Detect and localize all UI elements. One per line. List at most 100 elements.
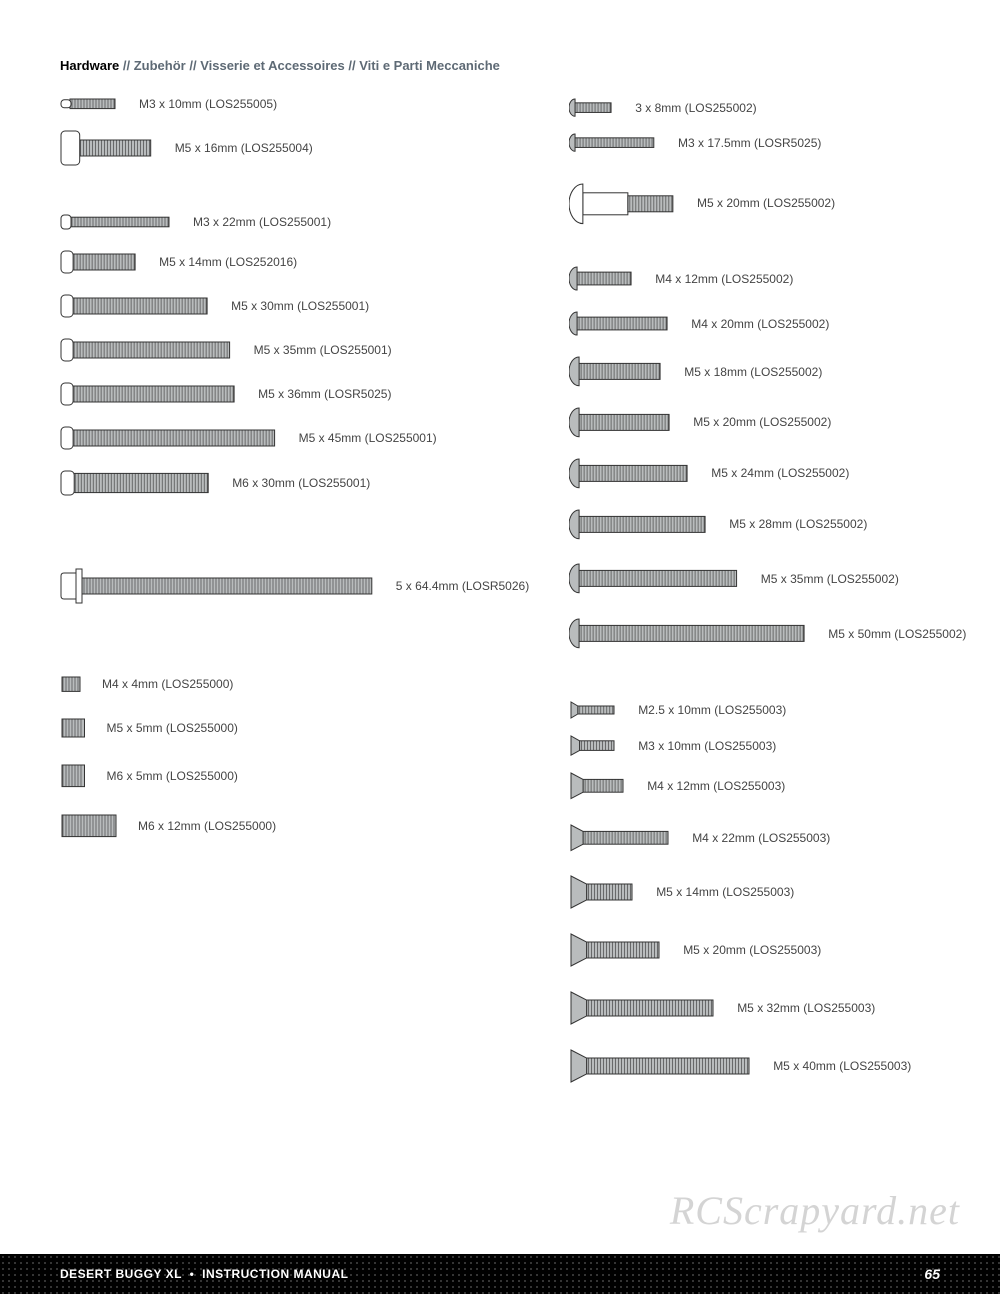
hardware-label: M5 x 20mm (LOS255002) — [693, 415, 831, 429]
hardware-label: M3 x 17.5mm (LOSR5025) — [678, 136, 821, 150]
screw-icon — [569, 734, 618, 757]
page-number: 65 — [924, 1266, 940, 1282]
hardware-row: M5 x 20mm (LOS255002) — [569, 406, 966, 439]
hardware-label: 3 x 8mm (LOS255002) — [635, 101, 756, 115]
hardware-row: M5 x 45mm (LOS255001) — [60, 425, 529, 451]
screw-icon — [60, 469, 212, 497]
hardware-row: M5 x 35mm (LOS255002) — [569, 562, 966, 595]
title-separator: // — [123, 58, 134, 73]
screw-icon — [60, 717, 87, 739]
footer-doc: INSTRUCTION MANUAL — [202, 1267, 348, 1281]
hardware-row: M5 x 28mm (LOS255002) — [569, 508, 966, 541]
screw-icon — [569, 457, 691, 490]
hardware-row: M6 x 30mm (LOS255001) — [60, 469, 529, 497]
hardware-row: M6 x 12mm (LOS255000) — [60, 813, 529, 839]
screw-icon — [569, 617, 808, 650]
hardware-row: M2.5 x 10mm (LOS255003) — [569, 700, 966, 720]
hardware-row: 3 x 8mm (LOS255002) — [569, 97, 966, 118]
hardware-row: 5 x 64.4mm (LOSR5026) — [60, 567, 529, 605]
hardware-row: M5 x 5mm (LOS255000) — [60, 717, 529, 739]
hardware-label: M2.5 x 10mm (LOS255003) — [638, 703, 786, 717]
hardware-label: M3 x 10mm (LOS255003) — [638, 739, 776, 753]
hardware-label: M5 x 30mm (LOS255001) — [231, 299, 369, 313]
screw-icon — [60, 813, 118, 839]
title-separator: // — [189, 58, 200, 73]
hardware-row: M5 x 32mm (LOS255003) — [569, 990, 966, 1026]
hardware-row: M6 x 5mm (LOS255000) — [60, 763, 529, 789]
hardware-label: M6 x 12mm (LOS255000) — [138, 819, 276, 833]
hardware-label: M5 x 40mm (LOS255003) — [773, 1059, 911, 1073]
hardware-row: M3 x 17.5mm (LOSR5025) — [569, 132, 966, 153]
screw-icon — [60, 249, 139, 275]
hardware-label: M5 x 20mm (LOS255002) — [697, 196, 835, 210]
screw-icon — [569, 700, 618, 720]
screw-icon — [569, 310, 671, 337]
hardware-label: M6 x 30mm (LOS255001) — [232, 476, 370, 490]
hardware-label: M5 x 32mm (LOS255003) — [737, 1001, 875, 1015]
hardware-label: M5 x 16mm (LOS255004) — [175, 141, 313, 155]
hardware-row: M5 x 14mm (LOS252016) — [60, 249, 529, 275]
title-alt1: Zubehör — [134, 58, 186, 73]
hardware-row: M5 x 20mm (LOS255002) — [569, 182, 966, 226]
hardware-row: M4 x 12mm (LOS255002) — [569, 265, 966, 292]
hardware-row: M5 x 30mm (LOS255001) — [60, 293, 529, 319]
screw-icon — [569, 355, 664, 388]
screw-icon — [60, 425, 279, 451]
hardware-label: M5 x 20mm (LOS255003) — [683, 943, 821, 957]
hardware-row: M5 x 40mm (LOS255003) — [569, 1048, 966, 1084]
hardware-row: M5 x 16mm (LOS255004) — [60, 129, 529, 167]
screw-icon — [569, 874, 636, 910]
hardware-label: M5 x 14mm (LOS252016) — [159, 255, 297, 269]
screw-icon — [60, 213, 173, 231]
screw-icon — [569, 265, 635, 292]
screw-icon — [569, 406, 673, 439]
hardware-row: M5 x 24mm (LOS255002) — [569, 457, 966, 490]
hardware-label: 5 x 64.4mm (LOSR5026) — [396, 579, 529, 593]
screw-icon — [569, 771, 627, 801]
screw-icon — [60, 129, 155, 167]
hardware-label: M5 x 28mm (LOS255002) — [729, 517, 867, 531]
screw-icon — [569, 1048, 753, 1084]
hardware-row: M4 x 20mm (LOS255002) — [569, 310, 966, 337]
title-alt3: Viti e Parti Meccaniche — [359, 58, 500, 73]
hardware-label: M4 x 4mm (LOS255000) — [102, 677, 233, 691]
hardware-label: M4 x 22mm (LOS255003) — [692, 831, 830, 845]
hardware-row: M5 x 36mm (LOSR5025) — [60, 381, 529, 407]
screw-icon — [569, 823, 672, 853]
screw-icon — [569, 182, 677, 226]
screw-icon — [569, 97, 615, 118]
screw-icon — [60, 381, 238, 407]
watermark: RCScrapyard.net — [670, 1187, 960, 1234]
hardware-column-right: 3 x 8mm (LOS255002) M3 x 17.5mm (LOSR502… — [569, 97, 966, 1106]
hardware-row: M4 x 4mm (LOS255000) — [60, 675, 529, 693]
hardware-row: M5 x 18mm (LOS255002) — [569, 355, 966, 388]
footer-product: DESERT BUGGY XL — [60, 1267, 182, 1281]
title-separator: // — [348, 58, 359, 73]
hardware-row: M5 x 50mm (LOS255002) — [569, 617, 966, 650]
page-footer: DESERT BUGGY XL • INSTRUCTION MANUAL 65 — [0, 1254, 1000, 1294]
hardware-label: M6 x 5mm (LOS255000) — [107, 769, 238, 783]
screw-icon — [60, 293, 211, 319]
hardware-row: M4 x 22mm (LOS255003) — [569, 823, 966, 853]
hardware-row: M3 x 10mm (LOS255003) — [569, 734, 966, 757]
hardware-row: M5 x 20mm (LOS255003) — [569, 932, 966, 968]
hardware-label: M5 x 35mm (LOS255002) — [761, 572, 899, 586]
hardware-row: M5 x 14mm (LOS255003) — [569, 874, 966, 910]
screw-icon — [569, 990, 717, 1026]
screw-icon — [569, 508, 709, 541]
hardware-row: M3 x 22mm (LOS255001) — [60, 213, 529, 231]
hardware-label: M3 x 22mm (LOS255001) — [193, 215, 331, 229]
screw-icon — [60, 763, 87, 789]
screw-icon — [60, 675, 82, 693]
hardware-label: M5 x 35mm (LOS255001) — [254, 343, 392, 357]
hardware-label: M3 x 10mm (LOS255005) — [139, 97, 277, 111]
hardware-label: M4 x 12mm (LOS255002) — [655, 272, 793, 286]
footer-separator: • — [190, 1267, 195, 1281]
hardware-row: M4 x 12mm (LOS255003) — [569, 771, 966, 801]
screw-icon — [60, 97, 119, 111]
screw-icon — [569, 932, 663, 968]
hardware-label: M4 x 12mm (LOS255003) — [647, 779, 785, 793]
screw-icon — [569, 562, 741, 595]
screw-icon — [60, 337, 234, 363]
hardware-column-left: M3 x 10mm (LOS255005) M5 x 16mm (LOS2550… — [60, 97, 529, 1106]
